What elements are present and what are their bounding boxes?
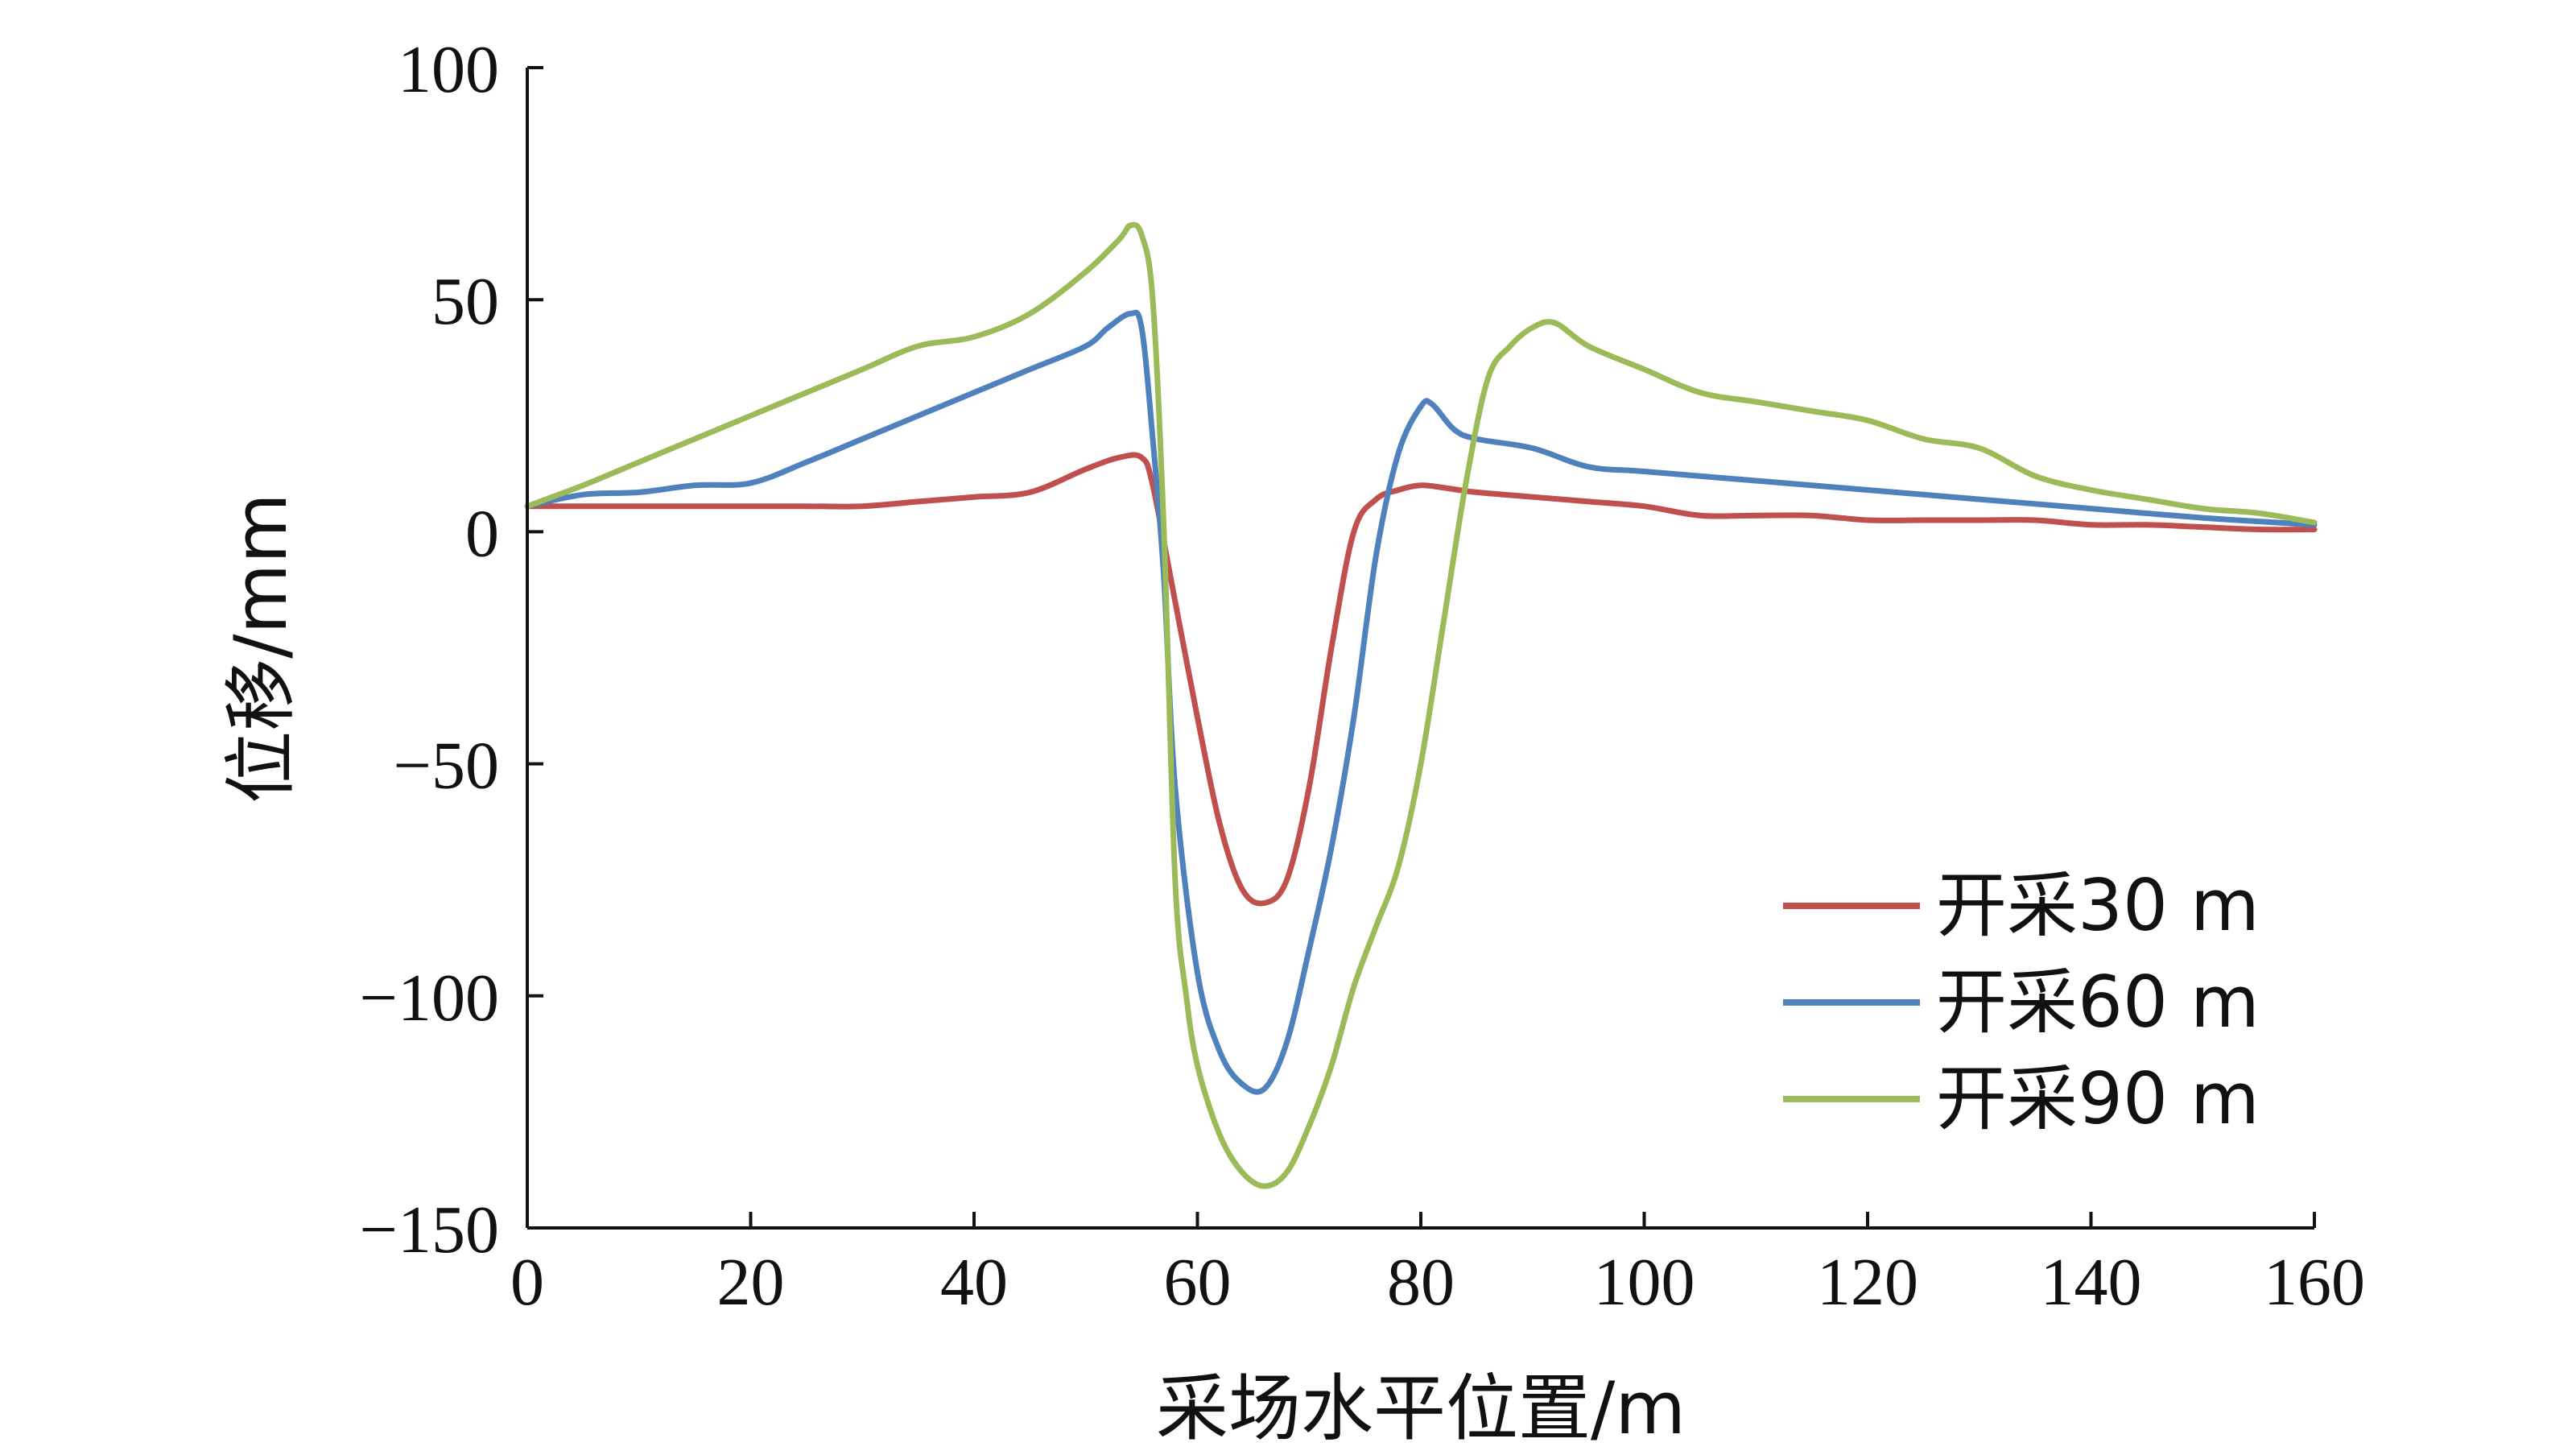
x-axis-title: 采场水平位置/m <box>1156 1366 1686 1451</box>
ticks: 0 20 40 60 80 100 120 140 160 100 50 0 −50 −100 −150 <box>360 32 2365 1320</box>
x-tick-label: 0 <box>510 1245 544 1320</box>
legend: 开采30 m 开采60 m 开采90 m <box>1783 864 2260 1140</box>
y-tick-label: 100 <box>398 32 499 107</box>
axes <box>526 68 2314 1230</box>
x-tick-label: 60 <box>1164 1245 1232 1320</box>
x-tick-label: 20 <box>717 1245 785 1320</box>
y-tick-label: −100 <box>360 961 499 1035</box>
y-tick-label: 0 <box>465 496 499 571</box>
x-tick-label: 160 <box>2264 1245 2365 1320</box>
y-tick-label: −150 <box>360 1193 499 1267</box>
x-tick-label: 140 <box>2041 1245 2142 1320</box>
y-tick-label: 50 <box>431 264 499 339</box>
x-tick-label: 40 <box>940 1245 1008 1320</box>
y-tick-label: −50 <box>394 729 499 804</box>
legend-label: 开采30 m <box>1936 864 2260 947</box>
legend-label: 开采60 m <box>1936 961 2260 1044</box>
y-axis-title: 位移/mm <box>219 493 303 804</box>
x-tick-label: 80 <box>1387 1245 1455 1320</box>
x-tick-label: 120 <box>1817 1245 1918 1320</box>
series-line-3 <box>524 221 2318 1189</box>
series-layer <box>524 221 2318 1189</box>
legend-label: 开采90 m <box>1936 1057 2260 1140</box>
x-tick-label: 100 <box>1594 1245 1695 1320</box>
series-line-2 <box>524 309 2318 1095</box>
series-line-1 <box>524 452 2318 907</box>
